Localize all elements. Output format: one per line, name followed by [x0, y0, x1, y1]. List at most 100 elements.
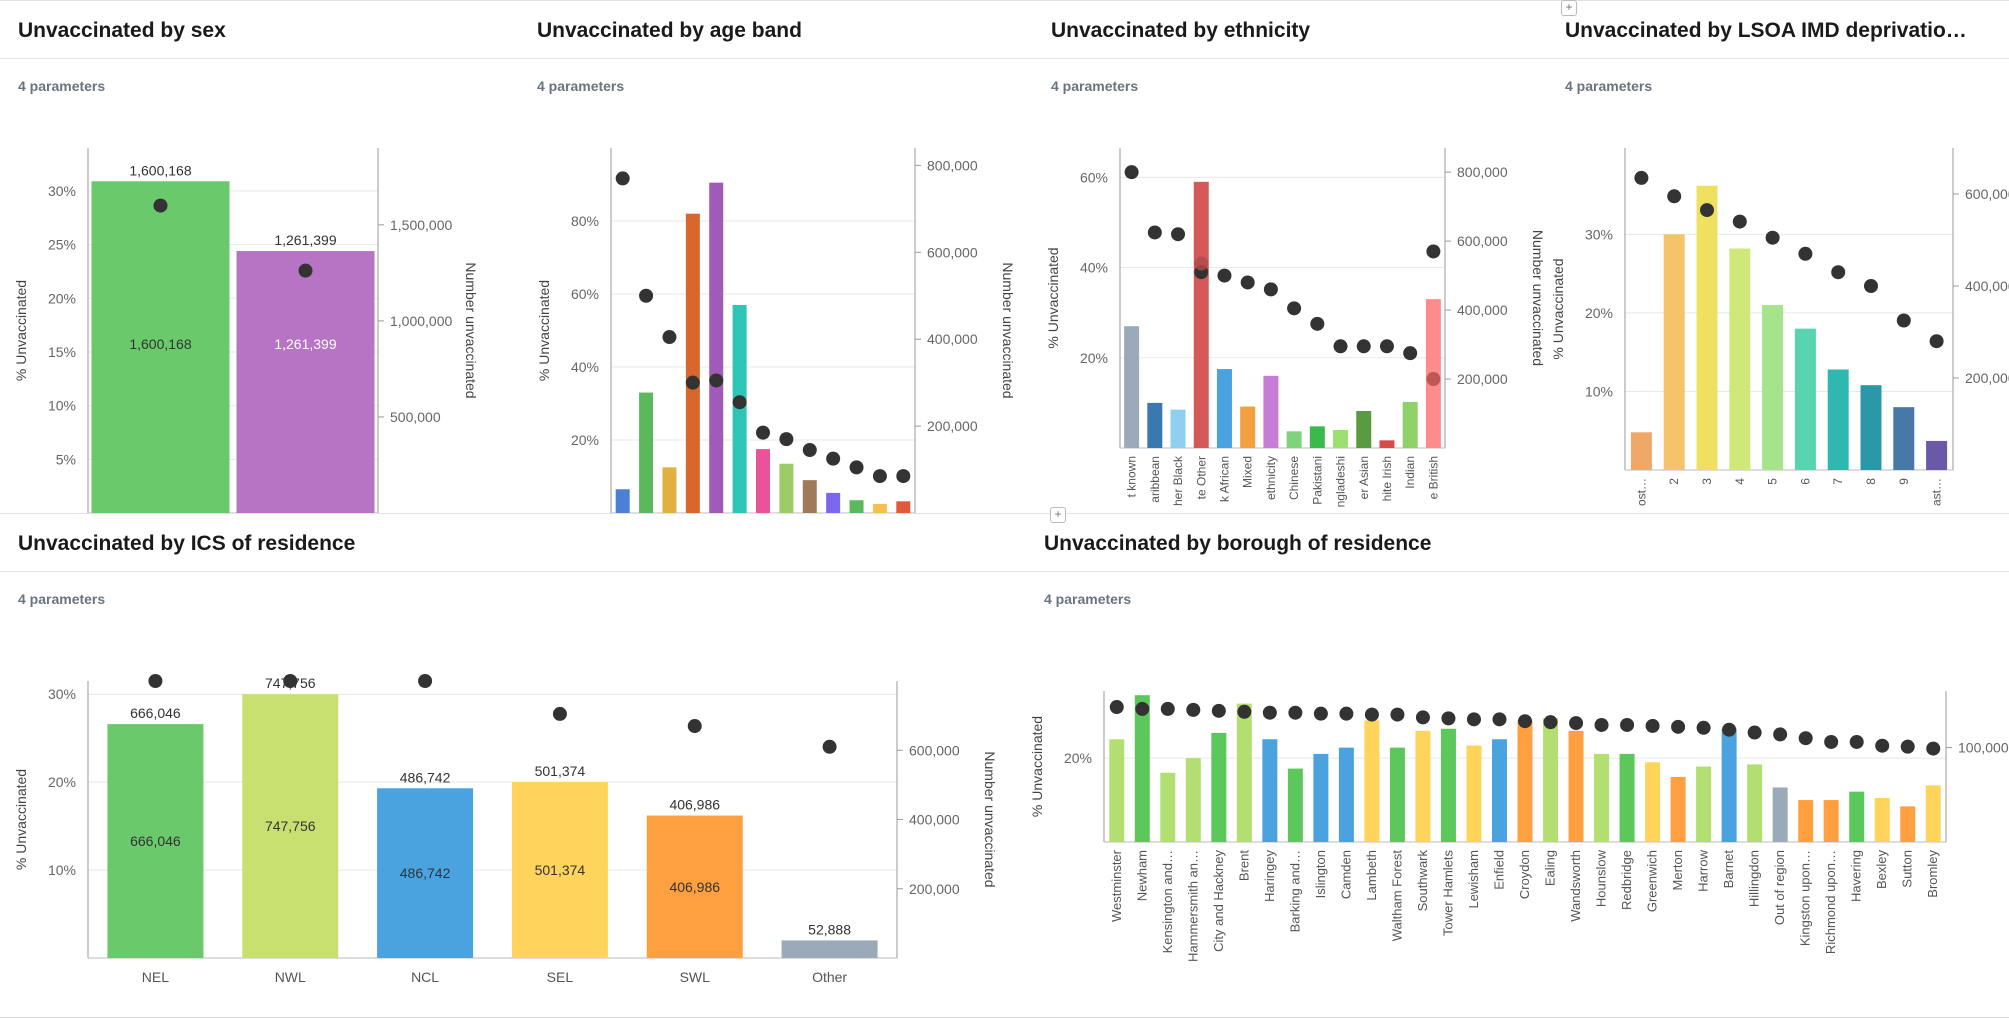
number-dot: [1875, 738, 1890, 753]
number-dot: [1831, 265, 1846, 280]
x-tick-label: k African: [1217, 456, 1231, 502]
bar: [1263, 375, 1279, 448]
number-dot: [552, 706, 567, 721]
panel-sex: Unvaccinated by sex 4 parameters 5% 10% 15…: [0, 0, 520, 514]
bar: [1823, 800, 1839, 842]
y-tick-label: 20%: [48, 774, 76, 790]
panel-title: Unvaccinated by ethnicity: [1051, 19, 1311, 42]
x-tick-label: Camden: [1338, 850, 1353, 899]
bar: [1333, 429, 1349, 448]
y-axis-title: % Unvaccinated: [1550, 258, 1566, 359]
bar: [1240, 406, 1256, 448]
number-dot: [1667, 189, 1682, 204]
add-tile-button[interactable]: +: [1050, 507, 1066, 523]
parameters-link[interactable]: 4 parameters: [1565, 78, 1653, 94]
number-dot: [1171, 227, 1186, 242]
x-tick-label: 7: [1831, 478, 1845, 485]
y2-tick-label: 800,000: [927, 157, 978, 173]
parameters-link[interactable]: 4 parameters: [1044, 591, 1132, 607]
number-dot: [1466, 712, 1481, 727]
bar: [826, 492, 841, 513]
number-dot: [1135, 701, 1150, 716]
bar: [779, 463, 794, 513]
parameters-link[interactable]: 4 parameters: [1051, 78, 1139, 94]
bar: [1364, 720, 1380, 842]
x-tick-label: Ealing: [1543, 850, 1558, 886]
y2-axis-title: Number unvaccinated: [1530, 230, 1546, 366]
panel-header: Unvaccinated by age band: [519, 0, 1033, 59]
y-tick-label: 30%: [1585, 226, 1613, 242]
bar: [1109, 739, 1125, 842]
data-label: 406,986: [669, 797, 720, 813]
number-dot: [822, 739, 837, 754]
number-dot: [418, 674, 433, 688]
number-dot: [872, 469, 887, 484]
number-dot: [1313, 706, 1328, 721]
y2-tick-label: 400,000: [909, 812, 960, 828]
bar: [1415, 730, 1431, 842]
panel-age: Unvaccinated by age band 4 parameters 20…: [519, 0, 1034, 514]
bar: [242, 694, 339, 958]
bar: [1874, 797, 1890, 842]
y-tick-label: 10%: [48, 862, 76, 878]
number-dot: [1333, 339, 1348, 354]
number-dot: [1900, 739, 1915, 754]
number-dot: [1926, 741, 1941, 756]
chart-age: 20% 40% 60% 80% 200,000 400,000 600,000 800,000…: [536, 148, 1016, 513]
x-tick-label: Lambeth: [1364, 850, 1379, 901]
number-dot: [1645, 718, 1660, 733]
parameters-link[interactable]: 4 parameters: [18, 591, 106, 607]
x-tick-label: Barnet: [1721, 850, 1736, 889]
bar: [615, 489, 630, 513]
x-tick-label: NWL: [275, 969, 306, 985]
data-label: 486,742: [400, 769, 451, 785]
x-tick-label: t known: [1125, 456, 1139, 497]
y2-tick-label: 400,000: [1457, 302, 1508, 318]
x-tick-label: Greenwich: [1645, 850, 1660, 912]
bar: [849, 500, 864, 513]
y2-tick-label: 200,000: [909, 881, 960, 897]
y-tick-label: 5%: [56, 451, 76, 467]
data-label: 486,742: [400, 865, 451, 881]
y2-tick-label: 800,000: [1457, 164, 1508, 180]
number-dot: [1124, 165, 1139, 180]
bar: [646, 815, 743, 958]
number-dot: [1441, 711, 1456, 726]
y-axis-title: % Unvaccinated: [1045, 247, 1061, 348]
bar: [1193, 181, 1209, 448]
number-dot: [1824, 734, 1839, 749]
number-dot: [779, 432, 794, 447]
bar: [1926, 440, 1948, 470]
x-tick-label: Bromley: [1925, 850, 1940, 898]
x-tick-label: Croydon: [1517, 850, 1532, 899]
bar: [1170, 409, 1186, 448]
parameters-link[interactable]: 4 parameters: [18, 78, 106, 94]
bar: [107, 724, 204, 958]
number-dot: [1288, 705, 1303, 720]
number-dot: [1849, 734, 1864, 749]
y2-tick-label: 100,000: [1958, 740, 2009, 756]
bar: [1762, 305, 1784, 470]
number-dot: [1186, 702, 1201, 717]
panel-imd: Unvaccinated by LSOA IMD deprivatio… 4 p…: [1547, 0, 2009, 514]
x-tick-label: Hounslow: [1594, 849, 1609, 907]
x-tick-label: Chinese: [1287, 456, 1301, 500]
parameters-link[interactable]: 4 parameters: [537, 78, 625, 94]
y2-tick-label: 600,000: [1457, 233, 1508, 249]
bar: [1389, 747, 1405, 842]
y2-tick-label: 400,000: [927, 331, 978, 347]
x-tick-label: Havering: [1849, 850, 1864, 902]
y2-tick-label: 1,000,000: [390, 313, 452, 329]
bar: [1794, 328, 1816, 470]
bar: [91, 181, 230, 513]
bar: [1160, 772, 1176, 842]
number-dot: [298, 263, 313, 278]
number-dot: [639, 288, 654, 303]
bar: [1262, 739, 1278, 842]
panel-header: Unvaccinated by LSOA IMD deprivatio…: [1547, 0, 2009, 59]
bar: [1147, 402, 1163, 448]
number-dot: [1379, 339, 1394, 354]
add-tile-button[interactable]: +: [1561, 0, 1577, 16]
number-dot: [1339, 706, 1354, 721]
x-tick-label: Hammersmith an…: [1185, 850, 1200, 962]
